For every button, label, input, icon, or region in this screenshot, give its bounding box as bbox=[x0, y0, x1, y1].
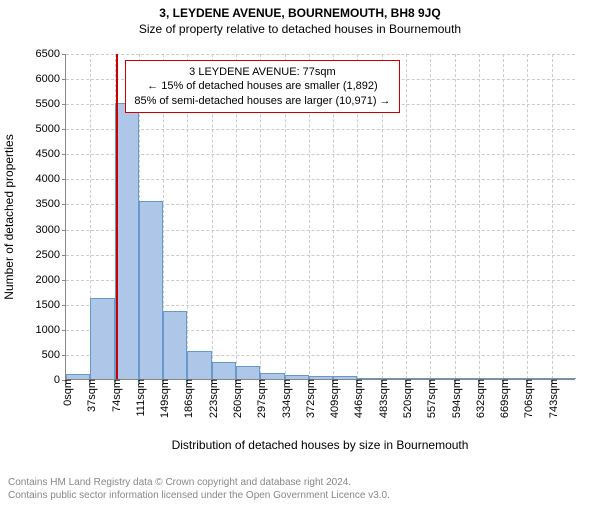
attribution-line: Contains public sector information licen… bbox=[8, 489, 390, 502]
gridline-vertical bbox=[479, 54, 480, 379]
histogram-bar bbox=[187, 351, 211, 379]
xtick-label: 111sqm bbox=[131, 379, 147, 417]
histogram-bar bbox=[333, 376, 357, 379]
xtick-label: 260sqm bbox=[228, 379, 244, 418]
histogram-chart: 0500100015002000250030003500400045005000… bbox=[65, 54, 575, 380]
histogram-bar bbox=[212, 362, 236, 379]
annotation-line: 85% of semi-detached houses are larger (… bbox=[134, 94, 390, 108]
histogram-bar bbox=[455, 378, 479, 379]
histogram-bar bbox=[503, 378, 527, 379]
ytick-label: 3500 bbox=[36, 198, 66, 210]
ytick-label: 3000 bbox=[36, 224, 66, 236]
histogram-bar bbox=[66, 374, 90, 379]
gridline-horizontal bbox=[66, 54, 575, 55]
attribution-text: Contains HM Land Registry data © Crown c… bbox=[8, 476, 390, 502]
xtick-label: 632sqm bbox=[471, 379, 487, 418]
histogram-bar bbox=[285, 375, 309, 379]
histogram-bar bbox=[236, 366, 260, 379]
xtick-label: 149sqm bbox=[155, 379, 171, 418]
xtick-label: 483sqm bbox=[374, 379, 390, 418]
xtick-label: 37sqm bbox=[82, 379, 98, 412]
ytick-label: 2000 bbox=[36, 274, 66, 286]
xtick-label: 743sqm bbox=[544, 379, 560, 418]
gridline-vertical bbox=[455, 54, 456, 379]
xtick-label: 446sqm bbox=[349, 379, 365, 418]
ytick-label: 6000 bbox=[36, 73, 66, 85]
histogram-bar bbox=[552, 378, 576, 379]
x-axis-label: Distribution of detached houses by size … bbox=[65, 438, 575, 452]
gridline-horizontal bbox=[66, 129, 575, 130]
histogram-bar bbox=[260, 373, 284, 379]
xtick-label: 372sqm bbox=[301, 379, 317, 418]
xtick-label: 297sqm bbox=[252, 379, 268, 418]
gridline-vertical bbox=[406, 54, 407, 379]
ytick-label: 4500 bbox=[36, 148, 66, 160]
page-title: 3, LEYDENE AVENUE, BOURNEMOUTH, BH8 9JQ bbox=[0, 6, 600, 20]
ytick-label: 6500 bbox=[36, 48, 66, 60]
property-size-marker bbox=[116, 54, 118, 379]
ytick-label: 4000 bbox=[36, 173, 66, 185]
annotation-line: ← 15% of detached houses are smaller (1,… bbox=[134, 79, 390, 93]
annotation-line: 3 LEYDENE AVENUE: 77sqm bbox=[134, 65, 390, 79]
ytick-label: 500 bbox=[42, 349, 66, 361]
ytick-label: 5000 bbox=[36, 123, 66, 135]
histogram-bar bbox=[309, 376, 333, 379]
xtick-label: 594sqm bbox=[447, 379, 463, 418]
xtick-label: 0sqm bbox=[58, 379, 74, 406]
ytick-label: 1500 bbox=[36, 299, 66, 311]
page-subtitle: Size of property relative to detached ho… bbox=[0, 22, 600, 36]
histogram-bar bbox=[382, 378, 406, 379]
xtick-label: 706sqm bbox=[519, 379, 535, 418]
gridline-horizontal bbox=[66, 179, 575, 180]
histogram-bar bbox=[357, 378, 381, 379]
xtick-label: 409sqm bbox=[325, 379, 341, 418]
histogram-bar bbox=[406, 378, 430, 379]
ytick-label: 5500 bbox=[36, 98, 66, 110]
gridline-vertical bbox=[527, 54, 528, 379]
xtick-label: 74sqm bbox=[107, 379, 123, 412]
histogram-bar bbox=[479, 378, 503, 379]
histogram-bar bbox=[90, 298, 114, 379]
ytick-label: 1000 bbox=[36, 324, 66, 336]
gridline-vertical bbox=[503, 54, 504, 379]
annotation-box: 3 LEYDENE AVENUE: 77sqm← 15% of detached… bbox=[125, 60, 399, 113]
xtick-label: 520sqm bbox=[398, 379, 414, 418]
xtick-label: 186sqm bbox=[179, 379, 195, 418]
xtick-label: 334sqm bbox=[277, 379, 293, 418]
xtick-label: 557sqm bbox=[422, 379, 438, 418]
gridline-vertical bbox=[430, 54, 431, 379]
attribution-line: Contains HM Land Registry data © Crown c… bbox=[8, 476, 390, 489]
xtick-label: 223sqm bbox=[204, 379, 220, 418]
histogram-bar bbox=[527, 378, 551, 379]
ytick-label: 2500 bbox=[36, 249, 66, 261]
xtick-label: 669sqm bbox=[495, 379, 511, 418]
gridline-horizontal bbox=[66, 154, 575, 155]
histogram-bar bbox=[163, 311, 187, 379]
histogram-bar bbox=[139, 201, 163, 379]
gridline-vertical bbox=[552, 54, 553, 379]
histogram-bar bbox=[430, 378, 454, 379]
y-axis-label: Number of detached properties bbox=[2, 134, 16, 299]
